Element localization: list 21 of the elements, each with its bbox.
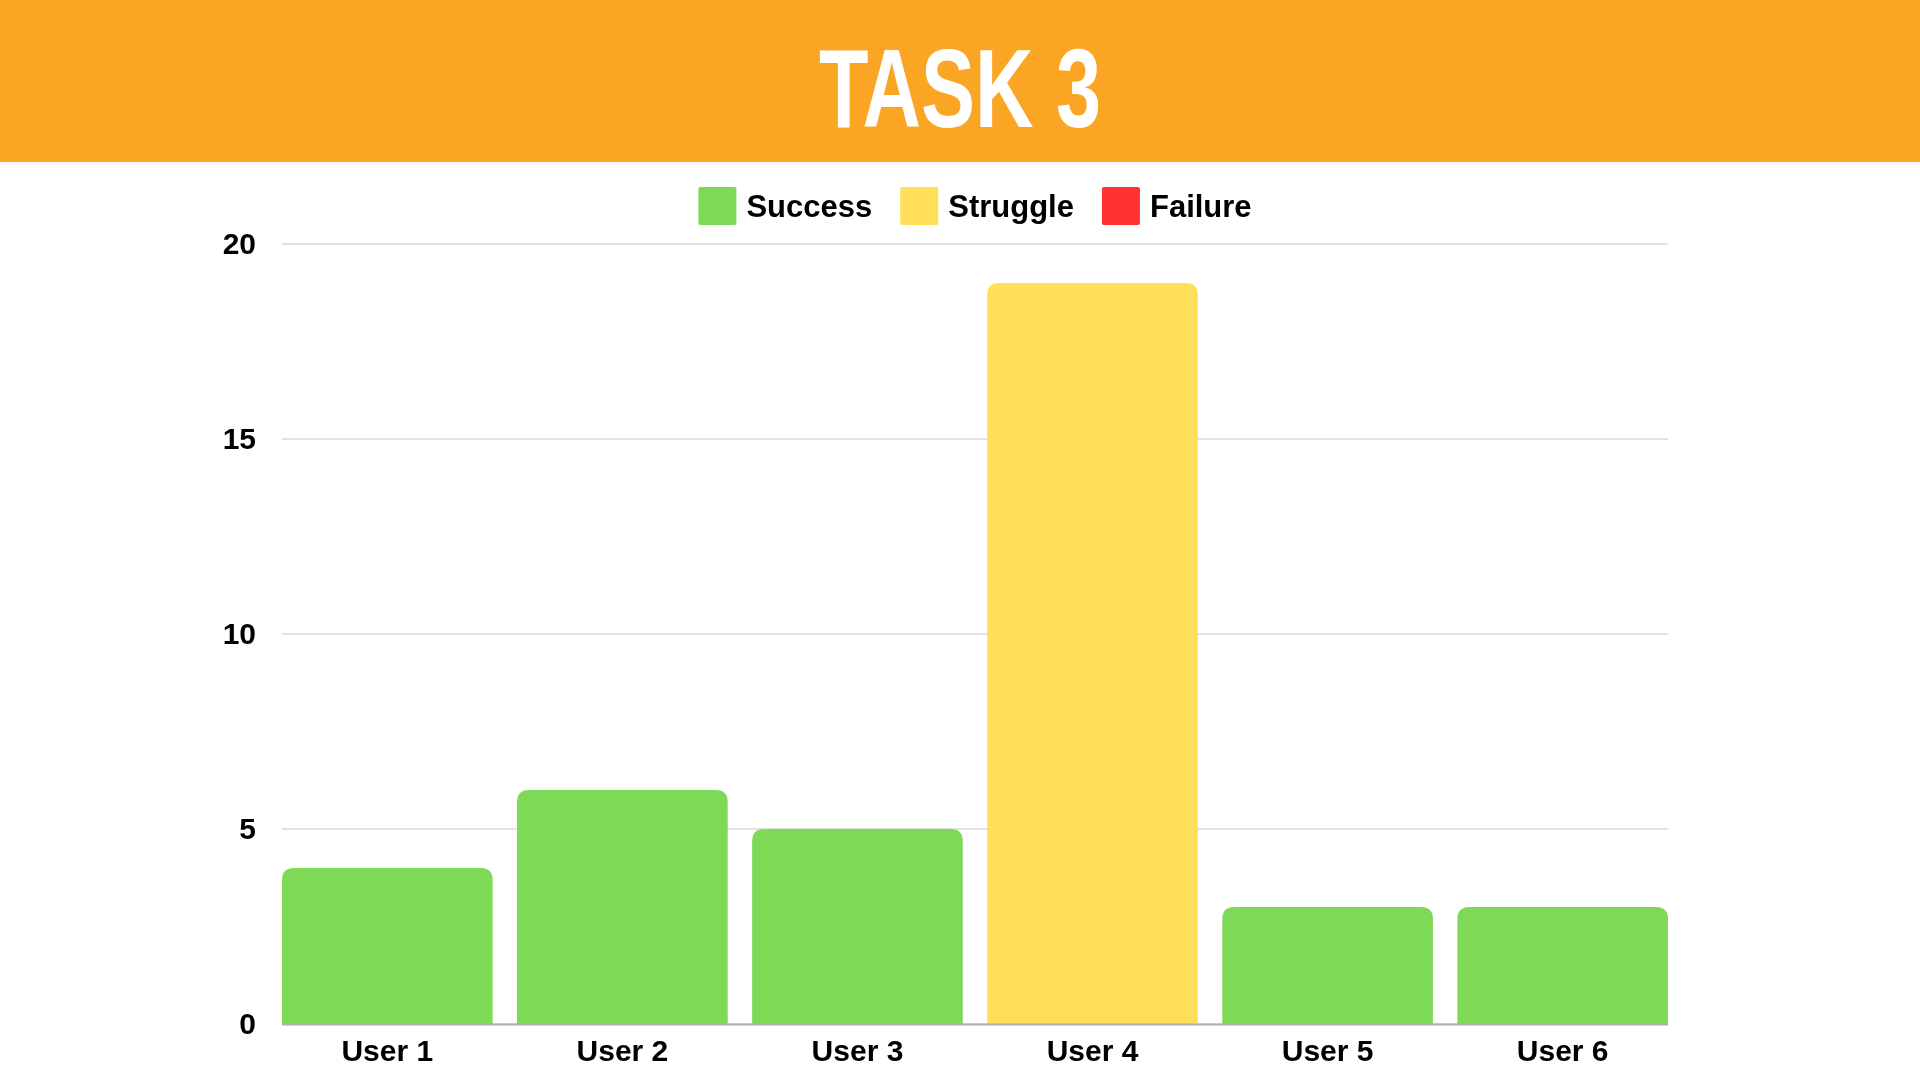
bar (1222, 907, 1433, 1024)
y-tick-label: 5 (239, 812, 256, 846)
y-tick-label: 0 (239, 1007, 256, 1041)
legend-label: Failure (1149, 188, 1252, 224)
x-tick-label: User 1 (341, 1034, 434, 1068)
legend-label: Struggle (948, 188, 1074, 224)
x-tick-label: User 5 (1281, 1034, 1374, 1068)
bar (282, 868, 493, 1024)
bar (1457, 907, 1668, 1024)
y-tick-label: 15 (222, 422, 256, 456)
x-tick-label: User 2 (576, 1034, 669, 1068)
x-tick-label: User 6 (1516, 1034, 1609, 1068)
bar (752, 829, 963, 1024)
x-tick-label: User 3 (811, 1034, 904, 1068)
legend-label: Success (746, 188, 873, 224)
bar (517, 790, 728, 1024)
chart-title: TASK 3 (819, 26, 1101, 152)
bar (987, 283, 1198, 1024)
y-tick-label: 10 (222, 617, 256, 651)
y-tick-label: 20 (222, 227, 256, 261)
x-tick-label: User 4 (1046, 1034, 1139, 1068)
